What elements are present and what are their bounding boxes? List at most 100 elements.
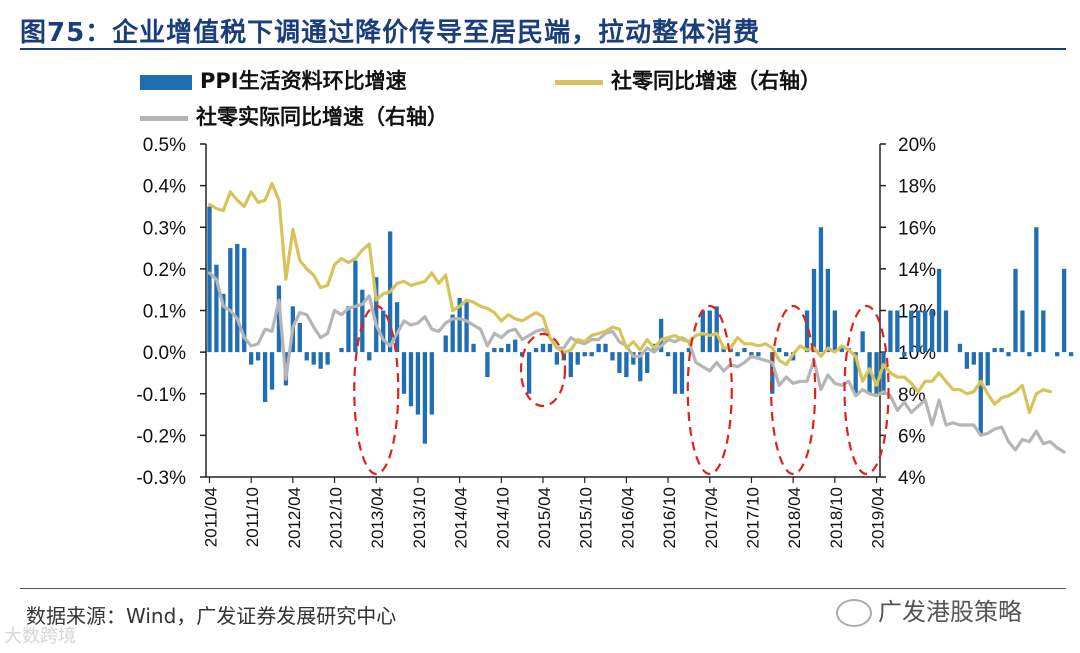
highlight-ellipse [353,304,400,476]
right-axis-tick-label: 6% [898,426,926,447]
ppi-bar [784,352,789,357]
ppi-bar [1055,352,1060,357]
ppi-bar [1006,352,1011,357]
x-axis-tick-label: 2018/10 [827,487,846,548]
ppi-bar [749,352,754,357]
ppi-bar [929,310,935,353]
legend-label-real: 社零实际同比增速（右轴） [196,105,448,129]
right-axis-tick-label: 4% [898,468,926,489]
ppi-bar [679,352,685,394]
ppi-bar [304,352,309,361]
ppi-bar [401,352,407,394]
ppi-bar [540,343,546,353]
corner-watermark: 大数跨境 [4,626,76,647]
left-axis-tick-label: 0.2% [143,260,186,281]
ppi-bar [492,347,497,353]
ppi-bar [999,347,1004,353]
ppi-bar [513,339,518,353]
ppi-bar [221,293,226,353]
ppi-bar [255,352,261,361]
ppi-bar [297,322,302,353]
ppi-bar [596,343,601,353]
ppi-bar [777,347,782,353]
ppi-bar [825,268,831,353]
left-axis-tick-label: -0.1% [136,385,186,406]
ppi-bar [325,352,330,365]
ppi-bar [408,352,414,407]
ppi-bar [249,352,254,365]
ppi-bar [374,277,379,353]
ppi-bar [1068,352,1074,357]
source-note: 数据来源：Wind，广发证券发展研究中心 [26,604,397,628]
ppi-bar [582,352,587,357]
ppi-bar [228,248,233,353]
ppi-bar [916,310,921,353]
ppi-bar [624,352,629,378]
ppi-bar [575,352,580,365]
wechat-icon [836,599,872,627]
ppi-bar [1013,268,1018,353]
ppi-bar [415,352,421,415]
legend-item-retail-real: 社零实际同比增速（右轴） [140,101,448,131]
ppi-bar [638,352,643,382]
left-axis-tick-label: 0.0% [143,343,186,364]
ppi-bar [603,343,608,353]
x-axis-tick-label: 2014/04 [452,487,471,548]
ppi-bar [471,343,476,353]
watermark-text: 广发港股策略 [878,598,1022,626]
highlight-ellipse [843,304,890,476]
right-axis-tick-label: 18% [898,177,936,198]
ppi-bar [742,347,747,353]
ppi-bar [422,352,428,444]
ppi-bar [686,347,692,353]
ppi-bar [853,352,858,394]
ppi-bar [262,352,268,403]
ppi-bar [568,352,573,378]
x-axis-tick-label: 2011/04 [201,487,220,547]
ppi-bar [214,264,219,353]
right-axis-tick-label: 14% [898,260,936,281]
ppi-bar [207,206,212,353]
ppi-bar [346,306,351,353]
ppi-bar [526,352,532,394]
ppi-bar [923,310,928,353]
title-bar: 图75：企业增值税下调通过降价传导至居民端，拉动整体消费 [20,8,1066,50]
x-axis-tick-label: 2013/04 [368,487,387,548]
x-axis-tick-label: 2016/10 [660,487,679,548]
ppi-bar [881,352,886,394]
ppi-bar [617,352,622,373]
left-axis-tick-label: 0.3% [143,218,186,239]
legend-item-retail-nominal: 社零同比增速（右轴） [555,65,821,95]
legend-swatch-real [140,115,188,121]
ppi-bar [1027,352,1032,357]
ppi-bar [839,347,844,353]
ppi-bar [832,310,837,353]
ppi-bar [610,352,615,361]
ppi-bar [589,352,594,357]
x-axis-tick-label: 2015/04 [535,487,554,548]
ppi-bar [957,343,963,353]
legend-swatch-bar [140,74,192,90]
ppi-bar [818,227,824,353]
footer-divider [20,588,1066,589]
ppi-bar [276,285,282,353]
ppi-bar [700,310,705,353]
chart: PPI生活资料环比增速 社零同比增速（右轴） 社零实际同比增速（右轴） 0.5%… [0,55,1080,590]
legend-item-ppi: PPI生活资料环比增速 [140,65,407,95]
ppi-bar [1041,310,1046,353]
ppi-bar [631,352,636,365]
ppi-bar [645,352,650,373]
ppi-bar [964,352,970,369]
ppi-bar [547,343,553,353]
legend-label-ppi: PPI生活资料环比增速 [200,69,407,93]
ppi-bar [457,298,462,353]
ppi-bar [318,352,323,369]
ppi-bar [554,352,560,365]
ppi-bar [672,352,678,394]
ppi-bar [895,310,900,353]
x-axis-tick-label: 2018/04 [785,487,804,548]
ppi-bar [506,343,511,353]
x-axis-tick-label: 2014/10 [493,487,512,548]
ppi-bar [394,302,400,353]
ppi-bar [985,352,990,386]
